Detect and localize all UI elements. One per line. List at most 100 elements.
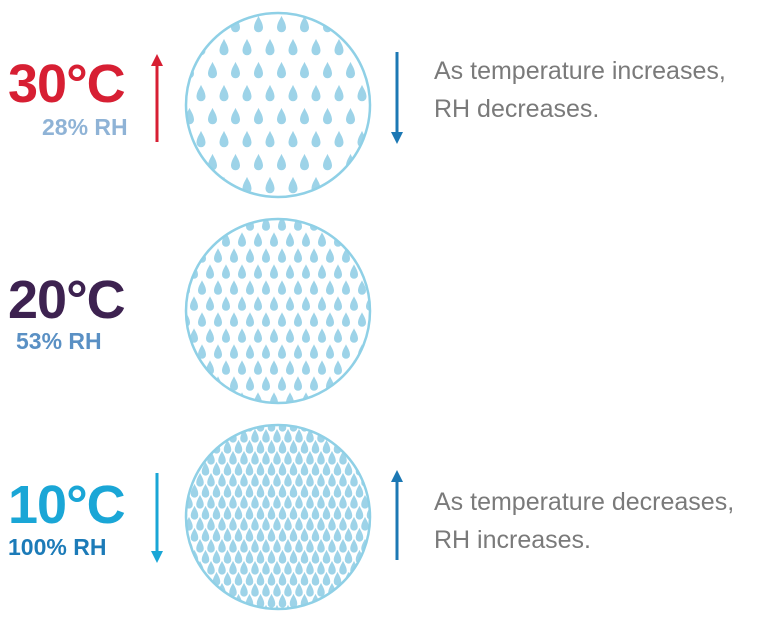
droplet <box>369 15 370 33</box>
temperature-20c: 20°C <box>8 270 126 330</box>
droplet <box>333 425 342 432</box>
droplet <box>262 582 270 597</box>
droplet <box>174 407 182 421</box>
droplet <box>238 360 246 375</box>
droplet <box>339 428 347 443</box>
droplet <box>206 264 214 279</box>
droplet <box>322 527 331 542</box>
droplet <box>295 560 303 575</box>
droplet <box>246 376 254 391</box>
droplet <box>355 439 364 454</box>
droplet <box>317 494 325 509</box>
droplet <box>369 200 378 216</box>
droplet <box>311 571 320 586</box>
droplet <box>295 538 303 553</box>
droplet <box>270 232 278 247</box>
droplet <box>355 483 364 498</box>
droplet <box>300 61 309 79</box>
droplet <box>218 538 226 553</box>
droplet <box>201 439 210 454</box>
droplet <box>358 248 366 263</box>
droplet <box>174 517 182 531</box>
droplet <box>334 296 342 311</box>
droplet <box>186 549 188 564</box>
droplet <box>222 232 230 247</box>
droplet <box>174 0 183 9</box>
droplet <box>355 571 364 586</box>
droplet <box>238 296 246 311</box>
droplet <box>294 219 302 231</box>
droplet <box>196 428 204 443</box>
droplet <box>374 312 382 327</box>
droplet <box>270 392 278 403</box>
droplet <box>286 232 294 247</box>
droplet <box>286 200 294 215</box>
droplet <box>174 328 182 343</box>
droplet <box>350 392 358 403</box>
droplet <box>238 328 246 343</box>
droplet <box>284 560 292 575</box>
droplet <box>214 344 222 359</box>
droplet <box>262 344 270 359</box>
droplet <box>306 538 314 553</box>
droplet <box>201 505 210 520</box>
droplet <box>295 472 303 487</box>
droplet <box>190 571 199 586</box>
droplet <box>311 505 320 520</box>
droplet <box>262 494 270 509</box>
droplet <box>339 407 347 421</box>
droplet <box>277 200 286 216</box>
droplet <box>288 38 298 56</box>
droplet <box>366 505 370 520</box>
droplet <box>251 560 259 575</box>
droplet <box>372 473 380 487</box>
droplet <box>262 376 270 391</box>
droplet <box>326 248 334 263</box>
droplet <box>262 248 270 263</box>
droplet <box>240 494 248 509</box>
droplet <box>230 376 238 391</box>
droplet <box>234 571 243 586</box>
droplet <box>322 461 331 476</box>
droplet <box>374 344 382 359</box>
droplet <box>220 0 229 9</box>
droplet <box>196 604 204 609</box>
droplet <box>310 376 318 391</box>
droplet <box>372 451 380 465</box>
droplet <box>224 616 232 628</box>
droplet <box>262 560 270 575</box>
droplet <box>174 473 182 487</box>
droplet <box>267 425 276 432</box>
droplet <box>174 296 182 311</box>
droplet <box>254 296 262 311</box>
droplet <box>245 505 254 520</box>
droplet <box>273 450 281 465</box>
droplet <box>223 571 232 586</box>
droplet <box>246 280 254 295</box>
droplet <box>262 538 270 553</box>
droplet <box>212 593 221 608</box>
droplet <box>262 450 270 465</box>
droplet <box>214 312 222 327</box>
droplet <box>306 560 314 575</box>
droplet <box>278 439 287 454</box>
droplet <box>229 560 237 575</box>
droplet <box>190 505 199 520</box>
droplet <box>358 312 366 327</box>
droplet <box>254 392 262 403</box>
note-temperature-increases: As temperature increases, RH decreases. <box>434 52 726 128</box>
droplet <box>346 107 355 125</box>
droplet <box>366 200 374 215</box>
droplet <box>328 538 336 553</box>
droplet <box>323 107 332 125</box>
droplet <box>355 527 364 542</box>
droplet <box>277 61 286 79</box>
droplet <box>317 560 325 575</box>
droplet <box>358 219 366 231</box>
droplet <box>182 408 190 423</box>
droplet <box>185 200 194 216</box>
droplet <box>357 84 367 102</box>
droplet <box>251 538 259 553</box>
droplet <box>174 360 182 375</box>
droplet <box>318 232 326 247</box>
